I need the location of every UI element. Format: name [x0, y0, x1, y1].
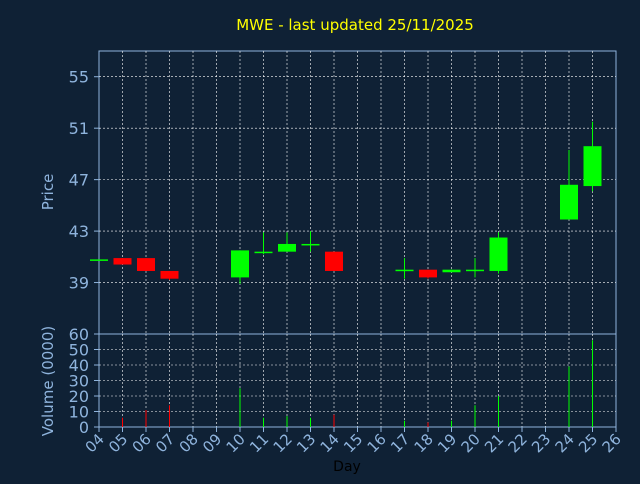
- x-tick-label: 07: [152, 430, 178, 456]
- x-tick-label: 05: [105, 430, 131, 456]
- price-axis-label: Price: [39, 174, 57, 211]
- candle-body: [90, 259, 108, 261]
- chart-title: MWE - last updated 25/11/2025: [236, 16, 474, 34]
- x-axis: 0405060708091011121314151617181920212223…: [82, 427, 625, 456]
- candle-body: [325, 251, 343, 271]
- volume-axis-label: Volume (0000): [39, 326, 57, 436]
- candle-body: [466, 269, 484, 272]
- x-tick-label: 11: [246, 430, 272, 456]
- candle-body: [301, 243, 320, 246]
- x-tick-label: 21: [481, 430, 507, 456]
- x-tick-label: 20: [458, 430, 484, 456]
- x-tick-label: 19: [434, 430, 460, 456]
- candle-body: [419, 269, 437, 278]
- x-tick-label: 18: [411, 430, 437, 456]
- x-axis-label: Day: [333, 459, 361, 475]
- x-tick-label: 14: [317, 430, 343, 456]
- x-tick-label: 09: [199, 430, 225, 456]
- candle-body: [137, 258, 155, 271]
- x-tick-label: 13: [293, 430, 319, 456]
- price-tick-label: 43: [69, 222, 89, 241]
- x-tick-label: 12: [270, 430, 296, 456]
- candle-body: [560, 184, 578, 220]
- price-tick-label: 51: [69, 119, 89, 138]
- x-tick-label: 26: [599, 430, 625, 456]
- x-tick-label: 06: [129, 430, 155, 456]
- volume-tick-label: 0: [79, 418, 89, 437]
- x-tick-label: 24: [552, 430, 578, 456]
- candle-body: [395, 269, 414, 272]
- x-tick-label: 16: [364, 430, 390, 456]
- price-tick-label: 55: [69, 68, 89, 87]
- x-tick-label: 22: [505, 430, 531, 456]
- candle-body: [160, 270, 179, 279]
- x-tick-label: 08: [176, 430, 202, 456]
- candle-body: [278, 243, 296, 252]
- volume-tick-label: 60: [69, 325, 89, 344]
- volume-tick-label: 30: [69, 372, 89, 391]
- price-panel: 39 43 47 51 55: [69, 50, 617, 335]
- volume-tick-label: 20: [69, 387, 89, 406]
- x-tick-label: 15: [340, 430, 366, 456]
- x-tick-label: 17: [387, 430, 413, 456]
- candle-body: [442, 269, 461, 273]
- volume-tick-label: 40: [69, 356, 89, 375]
- x-tick-label: 25: [575, 430, 601, 456]
- price-tick-label: 39: [69, 274, 89, 293]
- volume-tick-label: 50: [69, 341, 89, 360]
- candle-body: [254, 251, 273, 254]
- candle-body: [113, 258, 132, 265]
- volume-tick-label: 10: [69, 403, 89, 422]
- price-tick-label: 47: [69, 171, 89, 190]
- candle-body: [489, 237, 508, 271]
- x-tick-label: 23: [528, 430, 554, 456]
- candle-body: [231, 250, 249, 278]
- candle-body: [583, 146, 602, 187]
- x-tick-label: 10: [223, 430, 249, 456]
